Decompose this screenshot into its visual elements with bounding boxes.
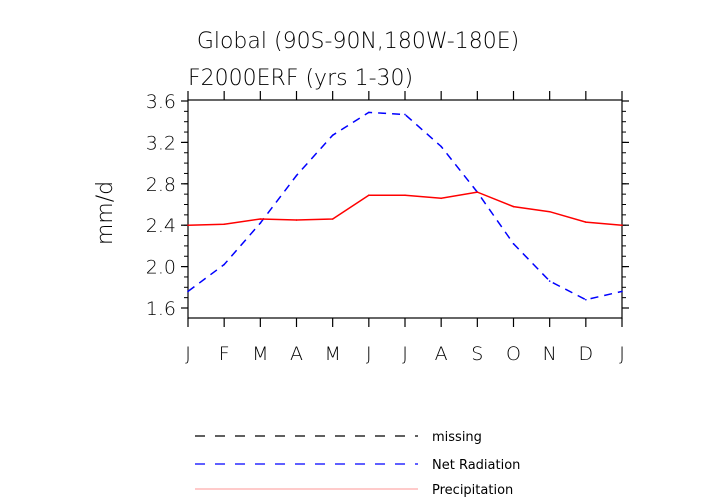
data-point-precipitation [368, 194, 370, 196]
x-tick-label: S [471, 343, 483, 365]
y-tick-label: 3.2 [146, 132, 176, 154]
x-tick-label: N [543, 343, 557, 365]
data-point-net-radiation [295, 174, 298, 177]
data-point-precipitation [295, 219, 298, 221]
data-point-precipitation [512, 205, 515, 208]
x-tick-label: A [290, 343, 303, 365]
data-point-precipitation [548, 210, 551, 213]
x-tick-label: D [579, 343, 594, 365]
data-point-net-radiation [585, 298, 587, 301]
data-point-precipitation [621, 224, 623, 226]
data-point-net-radiation [548, 280, 551, 282]
data-point-precipitation [187, 224, 189, 226]
x-tick-label: J [619, 343, 625, 365]
legend-label: missing [432, 430, 482, 445]
series-line-precipitation [187, 191, 623, 226]
x-tick-label: J [366, 343, 372, 365]
x-tick-label: O [506, 343, 521, 365]
x-tick-label: J [185, 343, 191, 365]
chart-subtitle: F2000ERF (yrs 1-30) [188, 66, 413, 91]
data-point-net-radiation [368, 111, 370, 114]
x-tick-label: M [252, 343, 268, 365]
data-point-net-radiation [223, 263, 225, 266]
data-point-net-radiation [512, 243, 515, 245]
data-point-net-radiation [187, 290, 189, 293]
x-tick-label: M [324, 343, 340, 365]
y-axis-label: mm/d [93, 181, 118, 245]
data-point-precipitation [585, 221, 587, 223]
data-point-net-radiation [331, 134, 334, 136]
x-tick-label: F [219, 343, 230, 365]
legend-label: Precipitation [432, 483, 513, 497]
y-tick-label: 2.8 [146, 174, 176, 196]
data-point-net-radiation [404, 113, 406, 116]
y-tick-label: 2.4 [146, 215, 176, 237]
data-point-precipitation [331, 218, 334, 220]
data-point-precipitation [259, 218, 262, 220]
data-point-net-radiation [440, 145, 442, 148]
y-tick-label: 3.6 [146, 91, 176, 113]
legend-label: Net Radiation [432, 458, 520, 473]
data-point-precipitation [476, 191, 479, 193]
data-point-precipitation [223, 223, 225, 225]
data-point-net-radiation [621, 290, 623, 293]
data-point-precipitation [404, 194, 406, 196]
x-tick-label: A [435, 343, 448, 365]
series-line-net-radiation [187, 111, 623, 301]
data-point-net-radiation [259, 222, 262, 224]
y-tick-label: 1.6 [146, 298, 176, 320]
x-tick-label: J [402, 343, 408, 365]
y-tick-label: 2.0 [146, 257, 176, 279]
chart-title: Global (90S-90N,180W-180E) [197, 29, 519, 54]
data-point-precipitation [440, 197, 442, 200]
